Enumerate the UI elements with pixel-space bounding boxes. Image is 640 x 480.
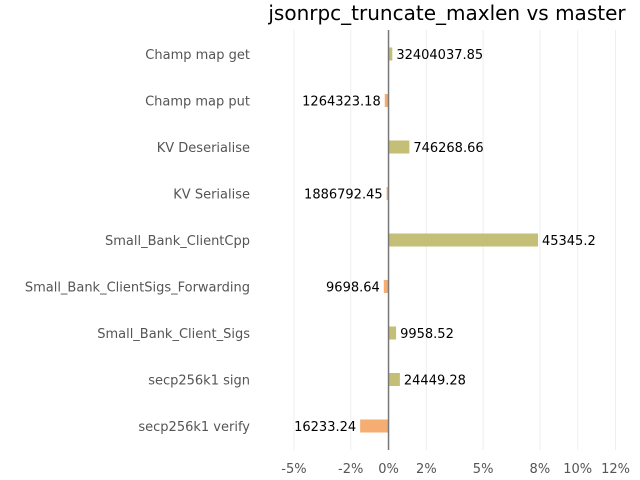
category-label: KV Deserialise — [157, 141, 250, 156]
bar — [383, 280, 389, 293]
chart-title: jsonrpc_truncate_maxlen vs master — [267, 1, 626, 25]
value-label: 746268.66 — [413, 141, 483, 156]
x-tick-label: -2% — [338, 462, 363, 477]
bar — [360, 419, 389, 433]
value-label: 32404037.85 — [396, 48, 483, 63]
category-label: Champ map put — [145, 95, 250, 110]
x-tick-label: 8% — [530, 462, 551, 477]
category-label: Small_Bank_ClientCpp — [105, 234, 250, 249]
x-tick-label: 10% — [563, 462, 592, 477]
x-tick-label: 5% — [473, 462, 494, 477]
bars — [360, 47, 538, 433]
bar — [388, 326, 397, 340]
category-label: Champ map get — [145, 48, 250, 63]
x-tick-label: 0% — [378, 462, 399, 477]
bar — [388, 47, 393, 61]
value-label: 1264323.18 — [302, 95, 381, 110]
category-label: secp256k1 sign — [148, 374, 250, 389]
value-label: 24449.28 — [404, 374, 466, 389]
bar — [388, 140, 410, 154]
bar — [388, 233, 538, 247]
value-label: 9958.52 — [400, 327, 454, 342]
category-label: Small_Bank_Client_Sigs — [97, 327, 250, 342]
value-label: 1886792.45 — [304, 188, 383, 203]
bar — [386, 187, 389, 200]
bar — [384, 94, 389, 107]
category-label: Small_Bank_ClientSigs_Forwarding — [25, 281, 250, 296]
category-labels: Champ map get Champ map put KV Deserialise… — [25, 48, 250, 435]
x-tick-label: 2% — [416, 462, 437, 477]
value-label: 16233.24 — [294, 420, 356, 435]
value-labels: 32404037.85 1264323.18 746268.66 1886792.45… — [294, 48, 596, 435]
x-tick-label: 12% — [601, 462, 630, 477]
x-tick-label: -5% — [281, 462, 306, 477]
value-label: 9698.64 — [326, 281, 380, 296]
category-label: secp256k1 verify — [138, 420, 250, 435]
x-axis-ticks: -5% -2% 0% 2% 5% 8% 10% 12% — [281, 462, 630, 477]
category-label: KV Serialise — [173, 188, 250, 203]
bar — [388, 373, 400, 386]
value-label: 45345.2 — [542, 234, 596, 249]
